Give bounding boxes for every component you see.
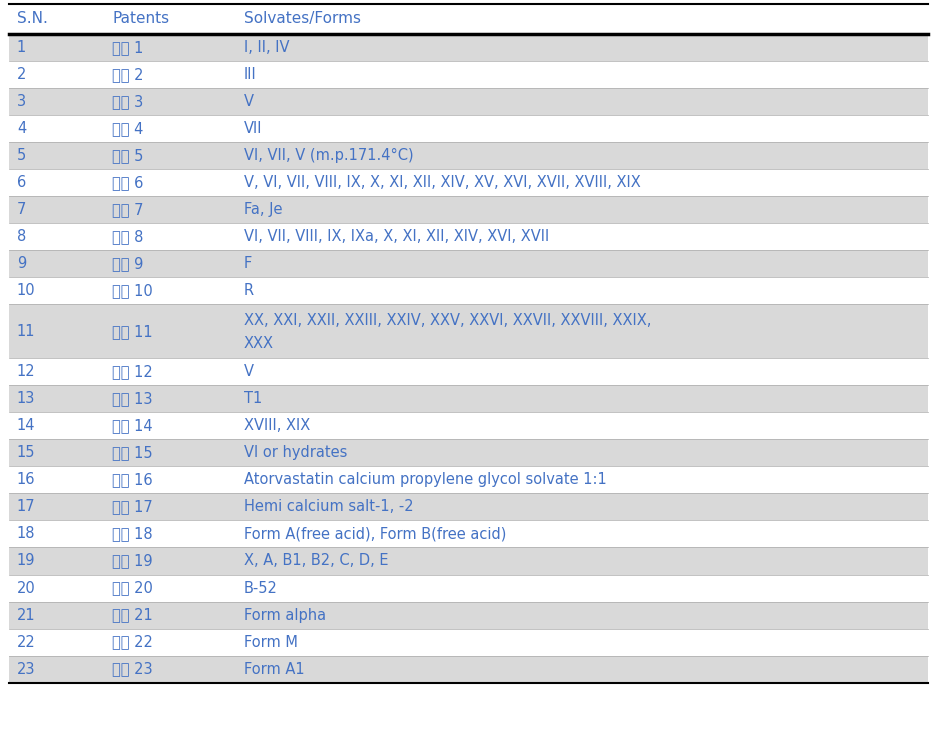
Text: 특허 22: 특허 22: [112, 635, 154, 650]
Text: VI or hydrates: VI or hydrates: [243, 445, 346, 460]
Text: 특허 10: 특허 10: [112, 283, 153, 298]
Text: XX, XXI, XXII, XXIII, XXIV, XXV, XXVI, XXVII, XXVIII, XXIX,: XX, XXI, XXII, XXIII, XXIV, XXV, XXVI, X…: [243, 313, 651, 328]
Text: 특허 14: 특허 14: [112, 418, 153, 433]
Text: 20: 20: [17, 581, 36, 596]
Bar: [9, 115, 927, 142]
Bar: [9, 142, 927, 169]
Text: 4: 4: [17, 121, 26, 136]
Text: X, A, B1, B2, C, D, E: X, A, B1, B2, C, D, E: [243, 553, 388, 569]
Text: 21: 21: [17, 608, 36, 623]
Text: 17: 17: [17, 499, 36, 514]
Text: R: R: [243, 283, 254, 298]
Text: V: V: [243, 94, 254, 109]
Text: Fa, Je: Fa, Je: [243, 202, 282, 217]
Text: 8: 8: [17, 229, 26, 244]
Bar: [9, 358, 927, 385]
Text: 특허 5: 특허 5: [112, 148, 143, 163]
Text: 특허 9: 특허 9: [112, 256, 143, 271]
Text: 특허 8: 특허 8: [112, 229, 143, 244]
Text: 특허 1: 특허 1: [112, 40, 143, 55]
Text: XXX: XXX: [243, 336, 273, 351]
Text: 특허 4: 특허 4: [112, 121, 143, 136]
Text: 특허 19: 특허 19: [112, 553, 153, 569]
Text: VI, VII, VIII, IX, IXa, X, XI, XII, XIV, XVI, XVII: VI, VII, VIII, IX, IXa, X, XI, XII, XIV,…: [243, 229, 548, 244]
Text: Solvates/Forms: Solvates/Forms: [243, 11, 360, 26]
Text: 12: 12: [17, 364, 36, 379]
Text: 특허 6: 특허 6: [112, 175, 143, 190]
Text: Form alpha: Form alpha: [243, 608, 326, 623]
Text: XVIII, XIX: XVIII, XIX: [243, 418, 310, 433]
Text: III: III: [243, 67, 256, 82]
Text: V: V: [243, 364, 254, 379]
Text: 특허 13: 특허 13: [112, 391, 153, 406]
Text: I, II, IV: I, II, IV: [243, 40, 289, 55]
Bar: [9, 223, 927, 250]
Bar: [9, 88, 927, 115]
Bar: [9, 250, 927, 277]
Bar: [9, 466, 927, 493]
Bar: [9, 34, 927, 61]
Text: 16: 16: [17, 472, 36, 487]
Bar: [9, 575, 927, 602]
Bar: [9, 629, 927, 656]
Text: 23: 23: [17, 662, 36, 677]
Text: 1: 1: [17, 40, 26, 55]
Text: 3: 3: [17, 94, 26, 109]
Text: VII: VII: [243, 121, 262, 136]
Text: Form A1: Form A1: [243, 662, 304, 677]
Bar: [9, 61, 927, 88]
Text: VI, VII, V (m.p.171.4°C): VI, VII, V (m.p.171.4°C): [243, 148, 413, 163]
Bar: [9, 4, 927, 34]
Bar: [9, 439, 927, 466]
Bar: [9, 169, 927, 196]
Text: 특허 11: 특허 11: [112, 324, 153, 339]
Text: S.N.: S.N.: [17, 11, 48, 26]
Bar: [9, 412, 927, 439]
Text: 2: 2: [17, 67, 26, 82]
Bar: [9, 277, 927, 304]
Bar: [9, 304, 927, 358]
Text: Form M: Form M: [243, 635, 297, 650]
Text: Hemi calcium salt-1, -2: Hemi calcium salt-1, -2: [243, 499, 413, 514]
Text: 특허 18: 특허 18: [112, 526, 153, 541]
Text: 10: 10: [17, 283, 36, 298]
Text: 11: 11: [17, 324, 36, 339]
Text: 특허 17: 특허 17: [112, 499, 153, 514]
Text: 19: 19: [17, 553, 36, 569]
Text: 6: 6: [17, 175, 26, 190]
Text: 특허 2: 특허 2: [112, 67, 144, 82]
Text: 7: 7: [17, 202, 26, 217]
Text: V, VI, VII, VIII, IX, X, XI, XII, XIV, XV, XVI, XVII, XVIII, XIX: V, VI, VII, VIII, IX, X, XI, XII, XIV, X…: [243, 175, 639, 190]
Text: 13: 13: [17, 391, 36, 406]
Text: 22: 22: [17, 635, 36, 650]
Text: 특허 20: 특허 20: [112, 581, 154, 596]
Text: 특허 7: 특허 7: [112, 202, 144, 217]
Text: 9: 9: [17, 256, 26, 271]
Text: B-52: B-52: [243, 581, 277, 596]
Text: 특허 16: 특허 16: [112, 472, 153, 487]
Text: 특허 15: 특허 15: [112, 445, 153, 460]
Text: F: F: [243, 256, 252, 271]
Text: 5: 5: [17, 148, 26, 163]
Bar: [9, 385, 927, 412]
Text: Patents: Patents: [112, 11, 169, 26]
Text: 특허 21: 특허 21: [112, 608, 153, 623]
Bar: [9, 520, 927, 547]
Bar: [9, 547, 927, 575]
Text: T1: T1: [243, 391, 261, 406]
Bar: [9, 656, 927, 683]
Bar: [9, 493, 927, 520]
Text: Atorvastatin calcium propylene glycol solvate 1:1: Atorvastatin calcium propylene glycol so…: [243, 472, 606, 487]
Text: Form A(free acid), Form B(free acid): Form A(free acid), Form B(free acid): [243, 526, 505, 541]
Text: 특허 23: 특허 23: [112, 662, 153, 677]
Text: 18: 18: [17, 526, 36, 541]
Text: 14: 14: [17, 418, 36, 433]
Bar: [9, 602, 927, 629]
Text: 특허 3: 특허 3: [112, 94, 143, 109]
Text: 특허 12: 특허 12: [112, 364, 153, 379]
Bar: [9, 196, 927, 223]
Text: 15: 15: [17, 445, 36, 460]
